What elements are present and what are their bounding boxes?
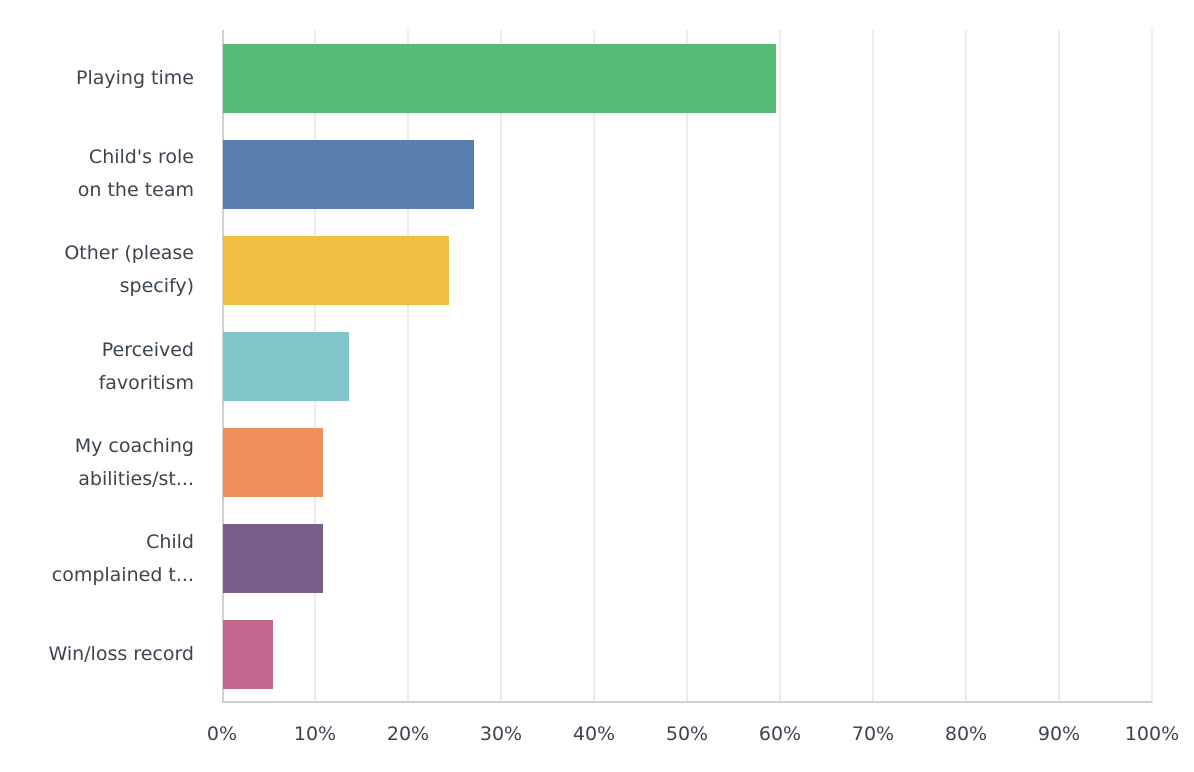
chart-plot-area (222, 30, 1153, 703)
category-label: Perceived favoritism (98, 338, 194, 394)
x-tick-label: 80% (944, 723, 988, 745)
x-tick-label: 70% (851, 723, 895, 745)
bar[interactable] (223, 43, 777, 113)
category-label: My coaching abilities/st... (74, 434, 194, 490)
gridline (593, 30, 595, 703)
gridline (686, 30, 688, 703)
category-label: Other (please specify) (64, 242, 194, 298)
x-tick-label: 90% (1037, 723, 1081, 745)
x-axis-line (222, 701, 1152, 703)
bar[interactable] (223, 524, 324, 594)
x-tick-label: 30% (479, 723, 523, 745)
gridline (500, 30, 502, 703)
gridline (1151, 30, 1153, 703)
x-tick-label: 20% (386, 723, 430, 745)
x-tick-label: 100% (1124, 723, 1180, 745)
gridline (779, 30, 781, 703)
gridline (407, 30, 409, 703)
category-label: Child's role on the team (77, 146, 194, 202)
category-label: Win/loss record (48, 643, 194, 666)
bar[interactable] (223, 235, 449, 305)
category-label: Child complained t... (51, 530, 194, 586)
gridline (965, 30, 967, 703)
gridline (872, 30, 874, 703)
category-label: Playing time (76, 66, 194, 89)
x-tick-label: 0% (206, 723, 238, 745)
bar[interactable] (223, 620, 274, 690)
gridline (1058, 30, 1060, 703)
x-tick-label: 50% (665, 723, 709, 745)
x-tick-label: 40% (572, 723, 616, 745)
x-tick-label: 60% (758, 723, 802, 745)
x-tick-label: 10% (293, 723, 337, 745)
bar[interactable] (223, 139, 475, 209)
bar[interactable] (223, 428, 324, 498)
bar[interactable] (223, 332, 349, 401)
